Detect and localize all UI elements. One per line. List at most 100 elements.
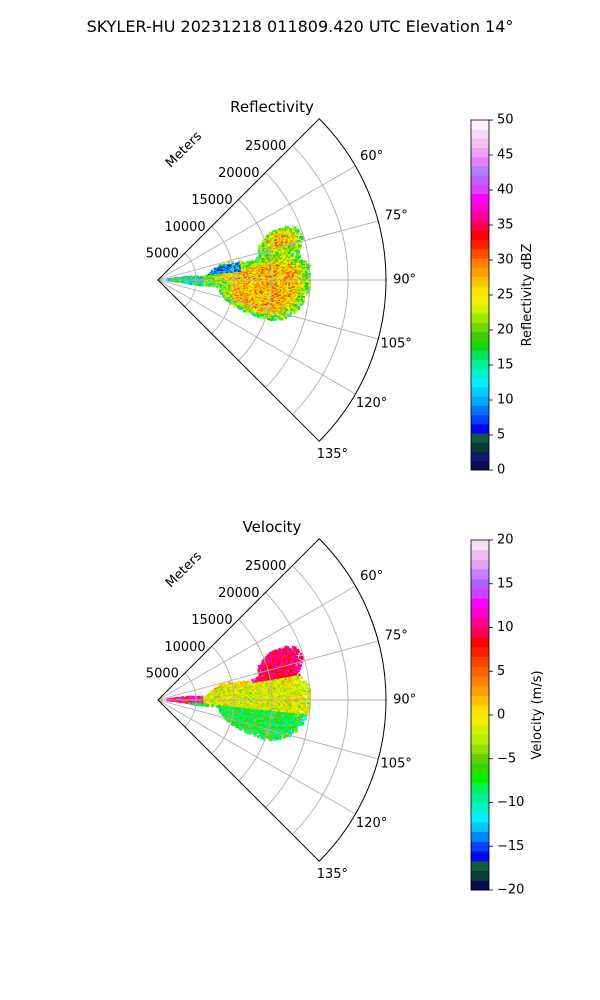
echo-gate [295,691,298,695]
colorbar-segment [471,175,489,185]
echo-gate [291,233,294,237]
echo-gate [221,292,225,296]
echo-gate [225,292,228,296]
echo-gate [295,277,298,281]
echo-gate [291,667,295,671]
echo-gate [222,268,226,272]
echo-gate [296,288,300,291]
echo-gate [290,664,294,668]
echo-gate [286,229,289,233]
echo-gate [306,268,310,271]
colorbar-segment [471,276,489,287]
echo-gate [299,684,303,687]
echo-gate [286,272,290,275]
echo-gate [300,285,303,288]
azimuth-tick-label: 135° [317,447,348,462]
echo-gate [290,280,293,284]
echo-gate [298,690,301,693]
echo-gate [286,276,290,279]
echo-gate [275,282,278,286]
echo-gate [284,674,288,678]
echo-gate [281,288,284,291]
echo-gate [287,262,291,266]
echo-gate [304,288,308,292]
echo-gate [288,307,292,310]
colorbar-segment [471,368,489,379]
echo-gate [292,245,296,249]
echo-gate [294,686,298,689]
echo-gate [295,671,299,674]
echo-gate [259,244,263,248]
echo-gate [259,313,262,317]
echo-gate [295,255,298,259]
echo-gate [301,292,304,296]
echo-gate [301,288,305,291]
echo-gate [294,287,298,291]
echo-gate [296,687,299,691]
echo-gate [293,667,296,670]
echo-gate [293,689,296,692]
echo-gate [286,269,290,273]
echo-gate [280,258,283,261]
echo-gate [303,285,306,288]
echo-gate [287,265,291,268]
echo-gate [298,253,301,257]
echo-gate [223,280,226,283]
echo-gate [301,684,304,687]
echo-gate [211,697,215,701]
echo-gate [233,265,237,268]
echo-gate [296,283,300,287]
echo-gate [290,297,294,301]
echo-gate [227,681,231,685]
echo-gate [292,680,295,684]
echo-gate [298,702,302,705]
echo-gate [296,271,300,275]
echo-gate [291,280,295,284]
echo-gate [302,260,305,264]
echo-gate [298,280,302,284]
echo-gate [285,677,288,680]
echo-gate [213,688,217,691]
colorbar-tick-label: 40 [497,183,514,198]
echo-gate [301,237,304,240]
echo-gate [296,252,299,256]
echo-gate [289,239,292,242]
echo-gate [290,231,293,234]
echo-gate [287,682,291,686]
echo-gate [301,279,305,282]
echo-gate [287,264,291,267]
range-tick-label: 5000 [146,247,179,262]
echo-gate [300,699,303,702]
echo-gate [296,697,300,701]
echo-gate [286,695,290,698]
echo-gate [280,306,283,310]
echo-gate [285,661,288,665]
echo-gate [278,275,281,278]
echo-gate [300,279,303,282]
echo-gate [254,312,258,315]
echo-gate [286,667,289,670]
echo-gate [302,265,306,268]
colorbar-tick-label: 30 [497,253,514,268]
echo-gate [284,230,288,233]
echo-gate [288,277,292,281]
echo-gate [296,699,300,702]
echo-gate [296,282,300,285]
echo-gate [301,657,304,660]
echo-gate [291,666,294,669]
echo-gate [296,246,300,249]
echo-gate [284,263,287,266]
echo-gate [282,664,285,667]
echo-gate [291,276,295,279]
echo-gate [284,689,288,693]
echo-gate [294,681,297,685]
echo-gate [286,280,290,284]
echo-gate [268,318,271,321]
echo-gate [291,247,295,251]
echo-gate [266,664,270,668]
echo-gate [281,692,285,696]
echo-gate [286,226,290,229]
echo-gate [288,655,291,658]
echo-gate [296,279,300,282]
echo-gate [283,277,287,281]
